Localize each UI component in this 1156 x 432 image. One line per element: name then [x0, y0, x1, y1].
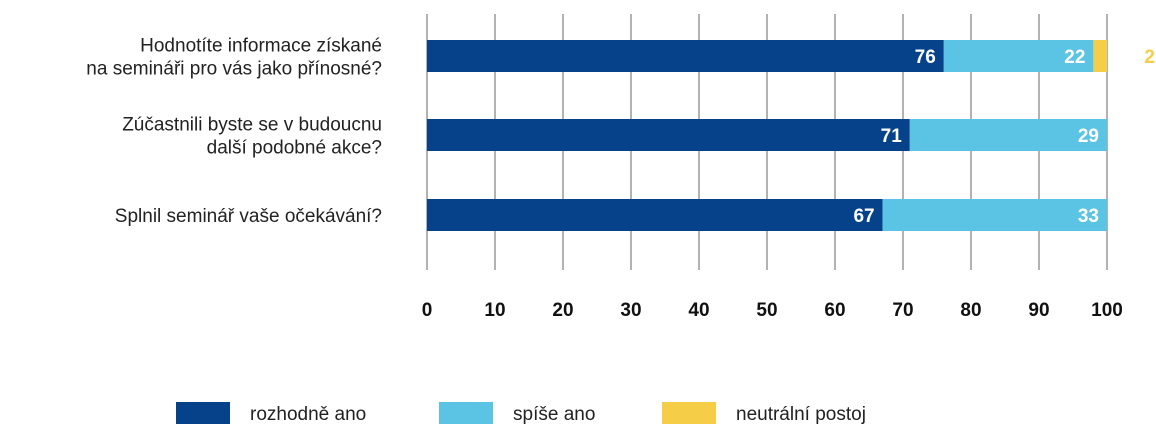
x-tick-label: 20 — [552, 300, 573, 321]
bar-value-label: 33 — [1078, 206, 1099, 227]
bar-value-label: 2 — [1144, 47, 1155, 68]
legend: rozhodně ano spíše ano neutrální postoj — [176, 402, 866, 425]
bar-segment — [427, 199, 883, 231]
legend-swatch — [439, 402, 493, 424]
bar-value-label: 71 — [881, 126, 903, 147]
category-label: Splnil seminář vaše očekávání? — [115, 206, 382, 227]
bar-segment — [909, 119, 1107, 151]
legend-swatch — [662, 402, 716, 424]
legend-label: rozhodně ano — [250, 404, 366, 425]
x-tick-label: 100 — [1091, 300, 1123, 321]
category-label: Hodnotíte informace získané na semináři p… — [86, 36, 382, 80]
bar-segment — [943, 40, 1094, 72]
legend-label: spíše ano — [513, 404, 595, 425]
bar-segment — [1093, 40, 1107, 72]
x-tick-label: 50 — [756, 300, 777, 321]
x-axis-tick-labels: 0 10 20 30 40 50 60 70 80 90 100 — [422, 300, 1123, 321]
bar-value-label: 76 — [915, 47, 936, 68]
x-tick-label: 30 — [620, 300, 641, 321]
x-tick-label: 40 — [688, 300, 709, 321]
bar-segment — [427, 40, 944, 72]
x-tick-label: 80 — [960, 300, 981, 321]
category-label: Zúčastnili byste se v budoucnu další podo… — [122, 115, 382, 159]
legend-swatch — [176, 402, 230, 424]
bar-value-label: 29 — [1078, 126, 1099, 147]
x-tick-label: 70 — [892, 300, 913, 321]
category-labels: Hodnotíte informace získané na semináři p… — [86, 36, 382, 228]
bar-value-label: 22 — [1064, 47, 1085, 68]
bar-value-label: 67 — [853, 206, 874, 227]
bars — [427, 40, 1107, 231]
x-tick-label: 90 — [1028, 300, 1049, 321]
x-tick-label: 0 — [422, 300, 433, 321]
bar-segment — [427, 119, 910, 151]
bar-segment — [882, 199, 1107, 231]
x-tick-label: 60 — [824, 300, 845, 321]
legend-label: neutrální postoj — [736, 404, 866, 425]
x-tick-label: 10 — [484, 300, 505, 321]
